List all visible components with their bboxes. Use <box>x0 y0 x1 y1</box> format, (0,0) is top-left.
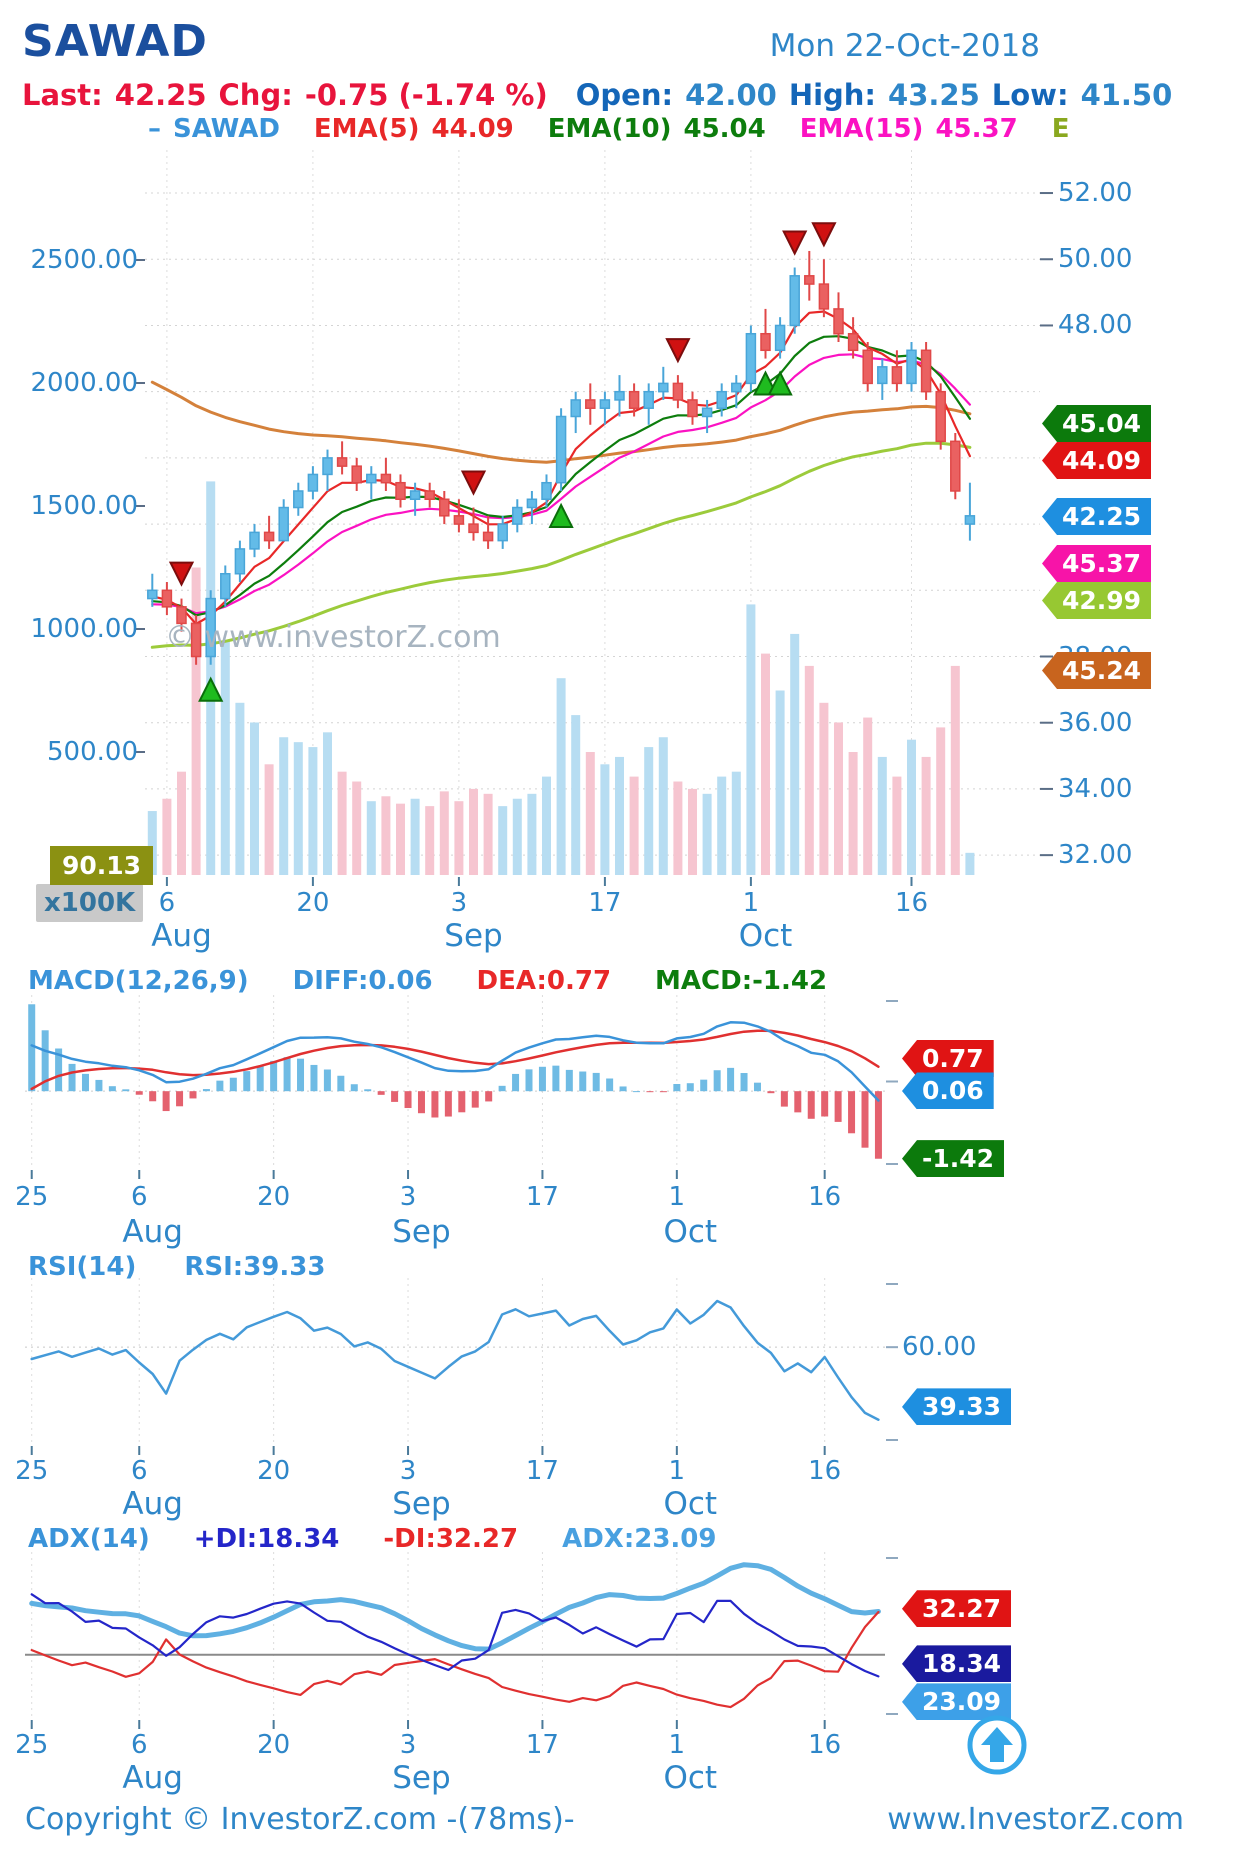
ema10-label: EMA(10) <box>547 114 672 144</box>
low-value: 41.50 <box>1080 78 1173 112</box>
adx-value-label: ADX:23.09 <box>562 1524 717 1554</box>
quote-bar: Last: 42.25 Chg: -0.75 (-1.74 %) Open: 4… <box>22 78 1172 112</box>
sell-signal-arrow <box>168 561 195 587</box>
candles <box>147 250 976 665</box>
ema10-value: 45.04 <box>683 114 766 144</box>
macd-diff-label: DIFF:0.06 <box>292 966 433 996</box>
open-label: Open: <box>575 78 674 112</box>
rsi-panel <box>25 1278 898 1455</box>
watermark: © www.investorZ.com <box>165 620 501 655</box>
change-label: Chg: <box>218 78 293 112</box>
ema5-label: EMA(5) <box>313 114 420 144</box>
site-link[interactable]: www.InvestorZ.com <box>887 1802 1184 1837</box>
macd-legend: MACD(12,26,9) DIFF:0.06 DEA:0.77 MACD:-1… <box>28 966 827 996</box>
rsi-legend: RSI(14) RSI:39.33 <box>28 1252 325 1282</box>
scroll-to-top-icon <box>967 1715 1027 1775</box>
symbol-title: SAWAD <box>22 16 208 67</box>
rsi-title: RSI(14) <box>28 1252 137 1282</box>
macd-title: MACD(12,26,9) <box>28 966 249 996</box>
macd-hist-label: MACD:-1.42 <box>655 966 828 996</box>
copyright-text: Copyright © InvestorZ.com -(78ms)- <box>25 1802 575 1837</box>
scroll-to-top-button[interactable] <box>964 1712 1030 1778</box>
main-gridlines <box>136 150 1053 886</box>
buy-signal-arrow <box>548 502 574 528</box>
ema15-label: EMA(15) <box>799 114 924 144</box>
adx-panel <box>25 1552 898 1729</box>
current-volume-badge: 90.13 <box>50 846 154 885</box>
sell-signal-arrow <box>811 222 837 248</box>
quote-date: Mon 22-Oct-2018 <box>769 28 1040 64</box>
main-chart-legend: – SAWAD EMA(5) 44.09 EMA(10) 45.04 EMA(1… <box>148 114 1069 144</box>
buy-signal-arrow <box>767 370 793 396</box>
change-value: -0.75 (-1.74 %) <box>304 78 548 112</box>
high-value: 43.25 <box>888 78 980 112</box>
macd-panel <box>25 995 898 1179</box>
buy-signal-arrow <box>198 676 224 702</box>
volume-unit-badge: x100K <box>36 884 144 922</box>
legend-symbol: SAWAD <box>173 114 280 144</box>
legend-more: E <box>1051 114 1070 144</box>
ema5-value: 44.09 <box>431 114 514 144</box>
sell-signal-arrow <box>782 230 808 256</box>
last-label: Last: <box>22 78 103 112</box>
plus-di-label: +DI:18.34 <box>193 1524 340 1554</box>
minus-di-label: -DI:32.27 <box>383 1524 519 1554</box>
signal-arrows <box>168 222 837 702</box>
sell-signal-arrow <box>665 338 691 364</box>
rsi-value-label: RSI:39.33 <box>184 1252 326 1282</box>
adx-title: ADX(14) <box>28 1524 150 1554</box>
legend-tick: – <box>148 114 161 144</box>
ema15-value: 45.37 <box>935 114 1018 144</box>
last-value: 42.25 <box>114 78 207 112</box>
open-value: 42.00 <box>685 78 777 112</box>
sell-signal-arrow <box>460 470 487 496</box>
high-label: High: <box>788 78 877 112</box>
macd-dea-label: DEA:0.77 <box>476 966 612 996</box>
low-label: Low: <box>991 78 1069 112</box>
adx-legend: ADX(14) +DI:18.34 -DI:32.27 ADX:23.09 <box>28 1524 716 1554</box>
